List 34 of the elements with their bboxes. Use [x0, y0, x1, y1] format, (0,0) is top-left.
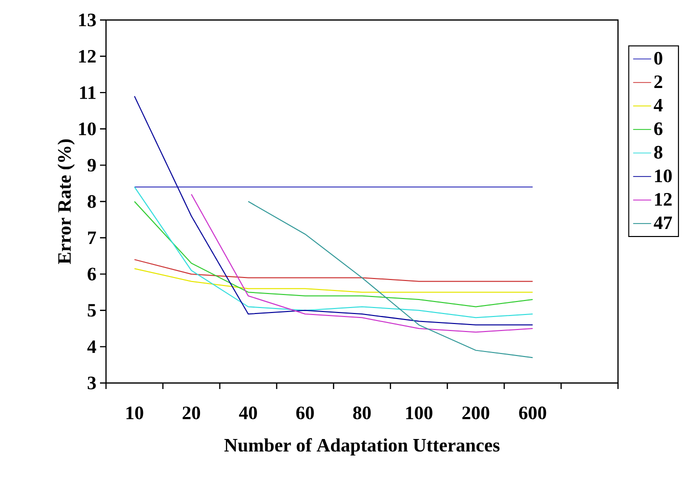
y-axis-title: Error Rate (%): [58, 139, 75, 264]
y-tick-label: 7: [88, 232, 96, 244]
x-tick-label: 200: [462, 406, 490, 420]
x-tick-label: 60: [296, 406, 314, 420]
line-series: [190, 194, 534, 333]
x-tick-label: 600: [519, 406, 546, 420]
line-series: [134, 186, 534, 318]
y-tick-label: 10: [79, 122, 96, 136]
legend-label: 8: [654, 146, 662, 159]
x-tick-label: 10: [126, 406, 144, 420]
legend-label: 47: [654, 216, 672, 230]
y-tick-label: 9: [88, 158, 96, 172]
x-tick-label: 40: [239, 406, 257, 420]
line-series: [248, 200, 534, 358]
y-tick-label: 12: [79, 50, 96, 63]
line-series: [134, 200, 534, 308]
y-tick-label: 4: [87, 340, 96, 353]
y-tick-label: 13: [79, 14, 96, 26]
x-axis-title: Number of Adaptation Utterances: [224, 438, 500, 456]
x-tick-label: 20: [182, 406, 200, 420]
y-tick-label: 3: [88, 376, 96, 390]
y-tick-label: 8: [88, 195, 96, 208]
legend-label: 4: [654, 98, 663, 112]
legend-label: 10: [655, 170, 672, 182]
line-series: [134, 96, 534, 326]
legend-label: 2: [654, 75, 662, 88]
x-tick-label: 100: [406, 406, 432, 420]
legend-label: 12: [655, 193, 672, 206]
x-tick-label: 80: [353, 406, 371, 420]
y-tick-label: 6: [88, 268, 96, 280]
y-tick-label: 11: [80, 86, 96, 99]
y-tick-label: 5: [88, 304, 96, 317]
legend-label: 0: [654, 52, 662, 65]
legend-label: 6: [654, 122, 662, 136]
